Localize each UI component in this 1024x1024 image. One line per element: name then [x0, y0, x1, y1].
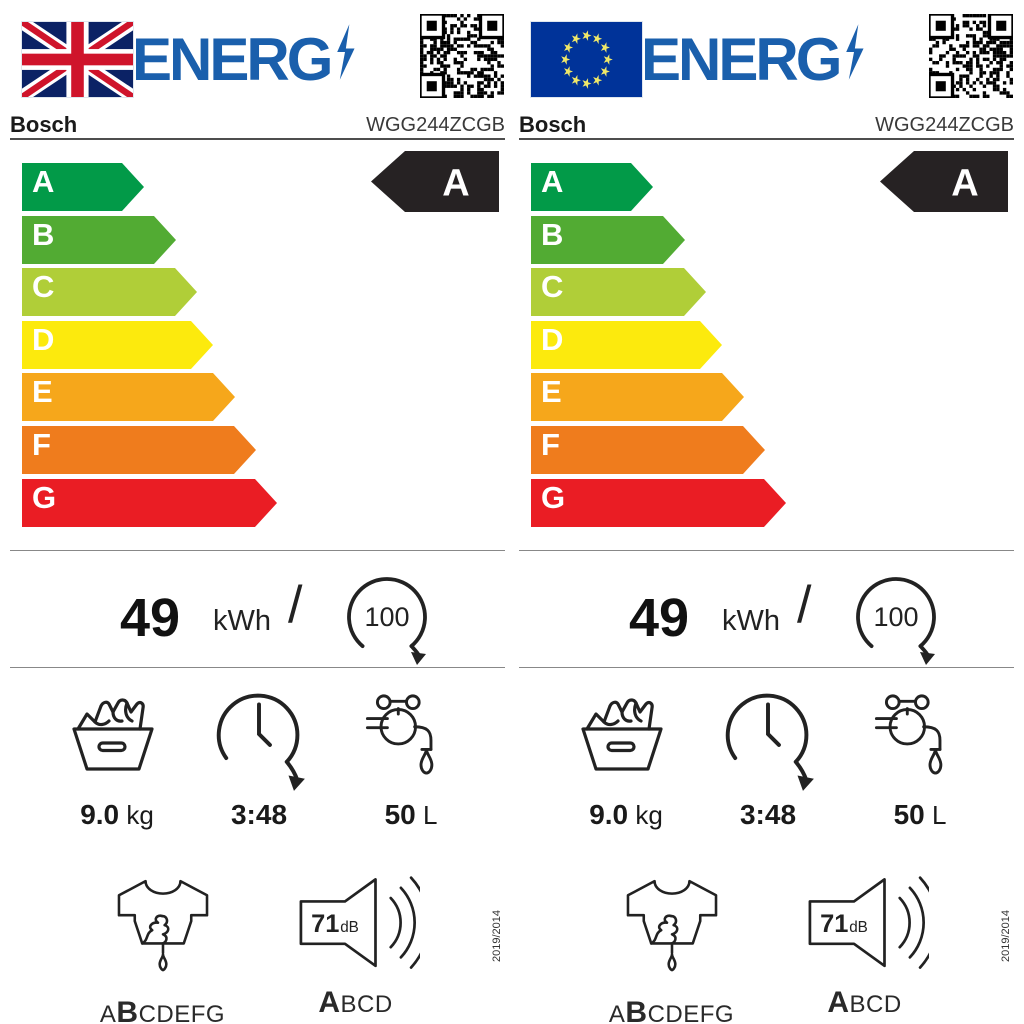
svg-text:71dB: 71dB	[311, 910, 359, 938]
svg-text:71dB: 71dB	[820, 910, 868, 938]
svg-text:A: A	[442, 163, 469, 205]
svg-text:A: A	[951, 163, 978, 205]
svg-text:100: 100	[364, 602, 409, 632]
svg-text:100: 100	[873, 602, 918, 632]
